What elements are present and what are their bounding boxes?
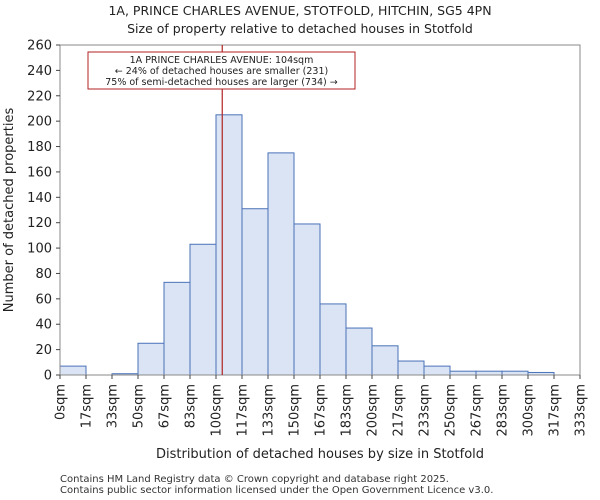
footer-credit-line-1: Contains HM Land Registry data © Crown c… <box>60 474 449 485</box>
y-tick-label: 80 <box>35 267 52 282</box>
y-axis-label: Number of detached properties <box>2 108 17 313</box>
annotation-line-1: 1A PRINCE CHARLES AVENUE: 104sqm <box>130 55 314 66</box>
x-tick-label: 50sqm <box>132 384 147 428</box>
x-tick-label: 150sqm <box>288 384 303 437</box>
histogram-bar <box>163 281 191 376</box>
histogram-bar <box>137 342 165 376</box>
y-tick-label: 160 <box>27 165 52 180</box>
annotation-box <box>87 51 356 90</box>
y-tick-label: 120 <box>27 216 52 231</box>
y-tick-label: 40 <box>35 318 52 333</box>
y-tick-label: 100 <box>27 242 52 257</box>
histogram-bar <box>475 370 503 376</box>
x-tick-label: 183sqm <box>340 384 355 437</box>
x-tick-label: 283sqm <box>496 384 511 437</box>
x-tick-label: 0sqm <box>54 384 69 420</box>
histogram-bar <box>423 365 451 376</box>
histogram-bar <box>449 370 477 376</box>
x-tick-label: 233sqm <box>418 384 433 437</box>
histogram-bar <box>59 365 87 376</box>
histogram-bar <box>501 370 529 376</box>
x-tick-label: 17sqm <box>80 384 95 428</box>
x-tick-label: 217sqm <box>392 384 407 437</box>
x-tick-label: 133sqm <box>262 384 277 437</box>
x-tick-label: 33sqm <box>106 384 121 428</box>
histogram-bar <box>371 345 399 376</box>
y-tick-label: 0 <box>44 369 52 384</box>
y-tick-label: 140 <box>27 191 52 206</box>
x-tick-label: 83sqm <box>184 384 199 428</box>
x-tick-label: 333sqm <box>574 384 589 437</box>
y-tick-label: 200 <box>27 115 52 130</box>
x-axis-label: Distribution of detached houses by size … <box>156 447 484 462</box>
histogram-bar <box>319 303 347 376</box>
y-tick-label: 220 <box>27 89 52 104</box>
histogram-bar <box>267 152 295 376</box>
histogram-bar <box>397 360 425 376</box>
x-tick-label: 250sqm <box>444 384 459 437</box>
histogram-bar <box>189 243 217 376</box>
x-tick-label: 100sqm <box>210 384 225 437</box>
footer-credit-line-2: Contains public sector information licen… <box>60 485 494 496</box>
x-tick-label: 317sqm <box>548 384 563 437</box>
y-tick-label: 180 <box>27 140 52 155</box>
histogram-bar <box>293 223 321 376</box>
y-tick-label: 260 <box>27 39 52 54</box>
x-tick-label: 200sqm <box>366 384 381 437</box>
y-tick-label: 60 <box>35 292 52 307</box>
x-tick-label: 67sqm <box>158 384 173 428</box>
annotation-line-2: ← 24% of detached houses are smaller (23… <box>115 66 328 77</box>
histogram-bar <box>345 327 373 376</box>
x-tick-label: 117sqm <box>236 384 251 437</box>
x-tick-label: 167sqm <box>314 384 329 437</box>
chart-subtitle: Size of property relative to detached ho… <box>127 21 473 36</box>
chart-title: 1A, PRINCE CHARLES AVENUE, STOTFOLD, HIT… <box>108 3 492 18</box>
y-tick-label: 240 <box>27 64 52 79</box>
x-tick-label: 300sqm <box>522 384 537 437</box>
x-tick-label: 267sqm <box>470 384 485 437</box>
annotation-line-3: 75% of semi-detached houses are larger (… <box>105 77 338 88</box>
y-tick-label: 20 <box>35 343 52 358</box>
histogram-bar <box>241 208 269 376</box>
histogram-bar <box>215 114 243 376</box>
